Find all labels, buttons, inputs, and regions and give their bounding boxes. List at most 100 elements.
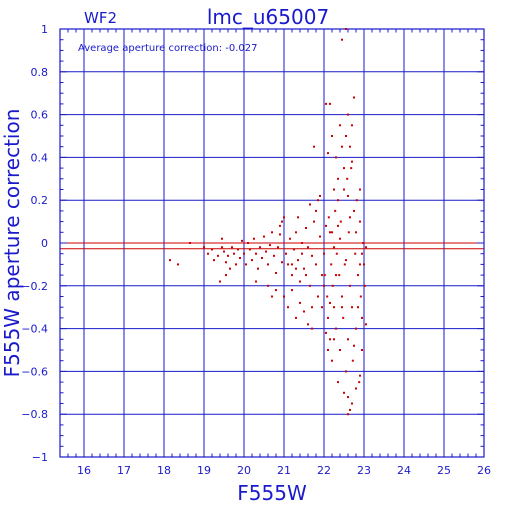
data-point <box>177 263 179 266</box>
data-point <box>327 216 330 219</box>
data-point <box>231 246 233 249</box>
data-point <box>349 145 351 148</box>
data-point <box>249 248 251 251</box>
data-point <box>297 216 299 219</box>
data-point <box>235 263 237 266</box>
y-tick-label: −0.6 <box>21 365 48 378</box>
x-tick-labels: 16 17 18 19 20 21 22 23 24 25 26 <box>77 464 491 477</box>
data-point <box>331 231 333 234</box>
data-point <box>339 237 341 240</box>
average-annotation: Average aperture correction: -0.027 <box>78 43 258 54</box>
data-point <box>237 248 239 251</box>
data-point <box>303 267 305 270</box>
data-point <box>281 220 283 223</box>
data-point <box>291 263 293 266</box>
data-point <box>351 306 353 309</box>
data-point <box>247 242 249 244</box>
data-point <box>355 231 357 234</box>
data-point <box>211 248 213 251</box>
x-tick-label: 20 <box>237 464 251 477</box>
data-point <box>323 252 325 255</box>
data-point <box>333 306 335 309</box>
data-point <box>359 263 361 266</box>
data-point <box>287 263 289 266</box>
x-tick-label: 19 <box>197 464 211 477</box>
data-point <box>326 295 329 298</box>
x-tick-label: 26 <box>477 464 491 477</box>
data-point <box>325 224 327 227</box>
data-point <box>275 271 277 274</box>
data-point <box>317 295 319 298</box>
data-point <box>339 124 341 127</box>
data-point <box>321 306 323 309</box>
data-point <box>349 216 351 219</box>
data-point <box>311 254 313 257</box>
data-point <box>345 135 347 137</box>
data-point <box>255 280 257 283</box>
data-point <box>335 327 337 330</box>
data-point <box>207 252 209 255</box>
data-point <box>321 274 323 277</box>
data-point <box>359 295 362 298</box>
data-point <box>329 231 331 234</box>
y-tick-labels: −1 −0.8 −0.6 −0.4 −0.2 0 0.2 0.4 0.6 0.8 1 <box>21 23 48 464</box>
x-tick-label: 16 <box>77 464 91 477</box>
data-point <box>229 267 231 270</box>
data-point <box>331 284 334 287</box>
data-point <box>331 135 333 137</box>
data-point <box>285 252 287 255</box>
y-axis-label: F555W aperture correction <box>0 109 24 378</box>
y-tick-label: 0.2 <box>31 194 49 207</box>
data-point <box>351 124 353 127</box>
data-point <box>347 113 349 116</box>
x-tick-label: 21 <box>277 464 291 477</box>
data-point <box>331 359 333 362</box>
chart-title: lmc_u65007 <box>207 5 329 29</box>
data-point <box>335 156 337 159</box>
data-point <box>269 244 271 247</box>
data-point <box>279 233 281 236</box>
data-point <box>323 274 326 277</box>
data-point <box>363 284 366 287</box>
x-tick-label: 18 <box>157 464 171 477</box>
data-point <box>315 263 317 266</box>
data-point <box>343 263 346 266</box>
data-point <box>261 256 263 259</box>
data-point <box>299 301 301 304</box>
data-point <box>319 235 321 238</box>
data-point <box>337 224 339 227</box>
axis-ticks <box>59 28 485 458</box>
data-point <box>333 338 335 341</box>
data-point <box>347 413 349 416</box>
data-point <box>271 295 273 298</box>
data-point <box>271 231 273 234</box>
data-point <box>353 344 355 347</box>
data-point <box>255 252 257 255</box>
data-point <box>339 220 342 223</box>
data-point <box>299 280 301 283</box>
data-point <box>341 306 343 309</box>
data-point <box>357 306 359 309</box>
y-tick-label: −1 <box>32 451 48 464</box>
data-point <box>311 306 313 309</box>
data-point <box>289 237 291 240</box>
data-point <box>339 349 341 351</box>
data-point <box>335 274 337 277</box>
data-point <box>303 310 305 313</box>
data-point <box>315 209 317 212</box>
data-point <box>347 231 350 234</box>
data-point <box>319 194 321 197</box>
data-point <box>358 381 361 384</box>
data-point <box>361 349 363 351</box>
data-point <box>313 145 315 148</box>
x-tick-label: 23 <box>357 464 371 477</box>
data-point <box>293 248 295 251</box>
x-axis-label: F555W <box>237 481 307 505</box>
data-point <box>307 246 309 249</box>
data-point <box>277 246 279 249</box>
chip-label: WF2 <box>84 9 117 27</box>
data-point <box>225 274 227 277</box>
data-point <box>291 274 293 277</box>
data-point <box>355 199 358 202</box>
